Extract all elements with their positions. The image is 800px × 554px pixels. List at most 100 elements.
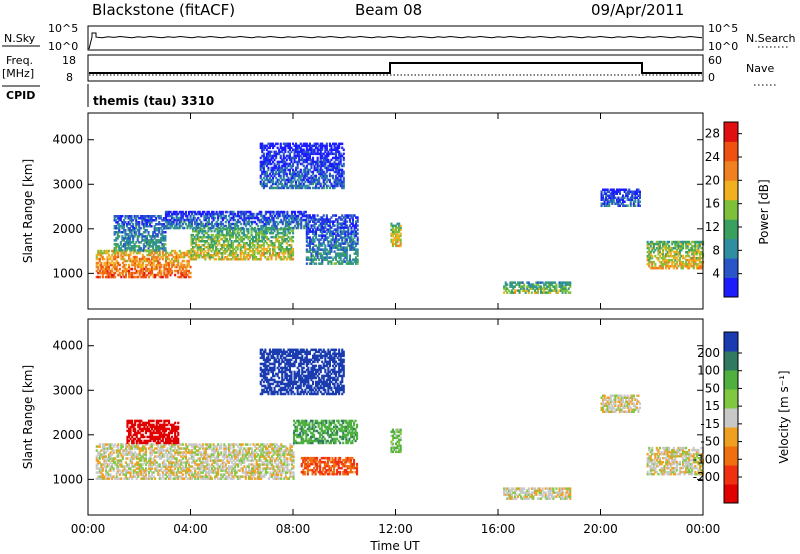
heatmap-cell <box>622 196 625 199</box>
heatmap-cell <box>227 220 230 224</box>
heatmap-cell <box>279 256 282 259</box>
heatmap-cell <box>128 467 131 470</box>
heatmap-cell <box>303 218 306 222</box>
heatmap-cell <box>169 445 172 448</box>
heatmap-cell <box>148 477 151 480</box>
heatmap-cell <box>322 172 325 176</box>
heatmap-cell <box>305 214 308 217</box>
heatmap-cell <box>310 216 313 219</box>
heatmap-cell <box>183 271 186 275</box>
heatmap-cell <box>111 449 114 452</box>
heatmap-cell <box>243 218 246 222</box>
heatmap-cell <box>145 243 148 246</box>
heatmap-cell <box>134 263 137 267</box>
heatmap-cell <box>128 477 131 480</box>
heatmap-cell <box>319 168 322 172</box>
heatmap-cell <box>259 229 262 233</box>
heatmap-cell <box>235 224 238 228</box>
heatmap-cell <box>235 233 238 237</box>
heatmap-cell <box>129 473 132 476</box>
heatmap-cell <box>160 263 163 267</box>
heatmap-cell <box>243 214 246 218</box>
heatmap-cell <box>157 273 160 277</box>
heatmap-cell <box>192 467 195 470</box>
heatmap-cell <box>138 459 141 462</box>
heatmap-cell <box>115 231 118 234</box>
heatmap-cell <box>175 471 178 474</box>
heatmap-cell <box>629 190 632 193</box>
heatmap-cell <box>158 451 161 454</box>
heatmap-cell <box>278 244 281 247</box>
heatmap-cell <box>192 226 195 230</box>
heatmap-cell <box>137 275 140 279</box>
heatmap-cell <box>116 237 119 240</box>
heatmap-cell <box>284 256 287 259</box>
heatmap-cell <box>248 256 251 259</box>
heatmap-cell <box>137 473 140 476</box>
heatmap-cell <box>267 220 270 224</box>
heatmap-cell <box>276 168 279 172</box>
heatmap-cell <box>180 477 183 480</box>
heatmap-cell <box>103 447 106 450</box>
heatmap-cell <box>318 172 321 176</box>
heatmap-cell <box>244 233 247 237</box>
heatmap-cell <box>226 210 229 214</box>
heatmap-cell <box>112 451 115 454</box>
heatmap-cell <box>126 269 129 273</box>
heatmap-cell <box>228 254 231 257</box>
heatmap-cell <box>333 164 336 168</box>
heatmap-cell <box>210 250 213 253</box>
heatmap-cell <box>342 242 345 245</box>
heatmap-cell <box>140 257 143 261</box>
heatmap-cell <box>178 463 181 466</box>
heatmap-cell <box>398 244 401 248</box>
heatmap-cell <box>144 225 147 228</box>
heatmap-cell <box>155 443 158 446</box>
heatmap-cell <box>156 235 159 238</box>
heatmap-cell <box>151 471 154 474</box>
heatmap-cell <box>149 457 152 460</box>
heatmap-cell <box>355 232 358 235</box>
heatmap-cell <box>161 445 164 448</box>
heatmap-cell <box>310 150 313 154</box>
heatmap-cell <box>193 229 196 233</box>
heatmap-cell <box>316 164 319 168</box>
heatmap-cell <box>296 148 299 152</box>
heatmap-cell <box>270 229 273 233</box>
heatmap-cell <box>287 168 290 172</box>
heatmap-cell <box>219 237 222 241</box>
heatmap-cell <box>184 467 187 470</box>
heatmap-cell <box>287 240 290 243</box>
heatmap-cell <box>211 214 214 218</box>
heatmap-cell <box>299 184 302 188</box>
heatmap-cell <box>606 188 609 191</box>
heatmap-cell <box>518 289 521 292</box>
heatmap-cell <box>168 465 171 468</box>
heatmap-cell <box>654 254 657 258</box>
heatmap-cell <box>144 477 147 480</box>
heatmap-cell <box>342 254 345 257</box>
heatmap-cell <box>651 240 654 244</box>
heatmap-cell <box>109 447 112 450</box>
heatmap-cell <box>169 447 172 450</box>
heatmap-cell <box>271 218 274 222</box>
heatmap-cell <box>234 224 237 228</box>
heatmap-cell <box>119 241 122 244</box>
heatmap-cell <box>615 200 618 203</box>
heatmap-cell <box>316 148 319 152</box>
heatmap-cell <box>111 475 114 478</box>
heatmap-cell <box>115 475 118 478</box>
heatmap-cell <box>637 202 640 205</box>
heatmap-cell <box>308 228 311 231</box>
heatmap-cell <box>660 260 663 264</box>
heatmap-cell <box>398 226 401 230</box>
heatmap-cell <box>112 449 115 452</box>
heatmap-cell <box>290 210 293 214</box>
heatmap-cell <box>184 273 187 277</box>
heatmap-cell <box>395 242 398 246</box>
heatmap-cell <box>150 215 153 218</box>
heatmap-cell <box>287 144 290 148</box>
heatmap-cell <box>106 443 109 446</box>
heatmap-cell <box>207 210 210 214</box>
heatmap-cell <box>278 227 281 231</box>
